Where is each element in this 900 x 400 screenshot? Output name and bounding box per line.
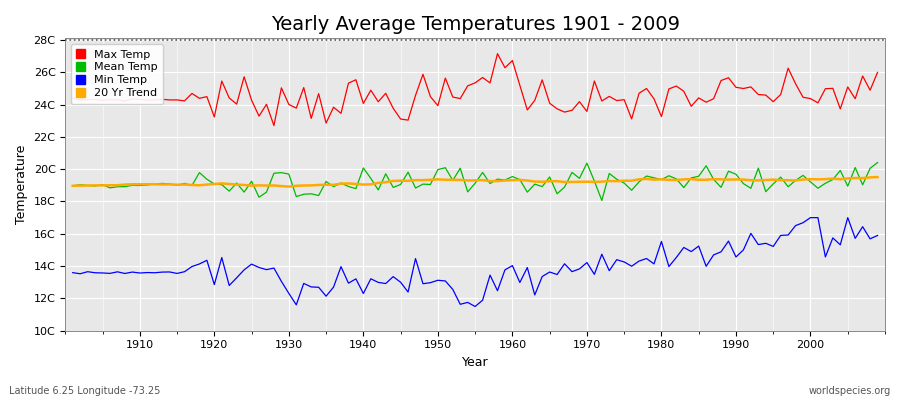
Legend: Max Temp, Mean Temp, Min Temp, 20 Yr Trend: Max Temp, Mean Temp, Min Temp, 20 Yr Tre… bbox=[71, 44, 163, 104]
Text: Latitude 6.25 Longitude -73.25: Latitude 6.25 Longitude -73.25 bbox=[9, 386, 160, 396]
Title: Yearly Average Temperatures 1901 - 2009: Yearly Average Temperatures 1901 - 2009 bbox=[271, 15, 680, 34]
Y-axis label: Temperature: Temperature bbox=[15, 145, 28, 224]
Text: worldspecies.org: worldspecies.org bbox=[809, 386, 891, 396]
X-axis label: Year: Year bbox=[462, 356, 489, 369]
